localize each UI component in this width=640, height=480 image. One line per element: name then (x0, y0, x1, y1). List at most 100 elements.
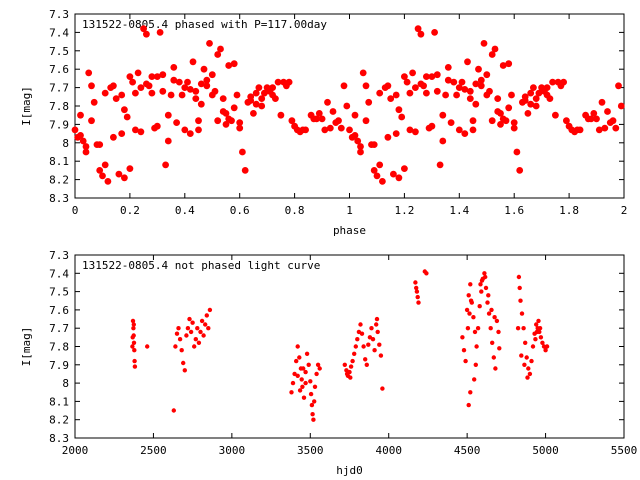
phased-data-point (192, 95, 200, 102)
phased-data-point (431, 29, 438, 36)
phased-data-point (153, 73, 161, 80)
phased-data-point (239, 148, 246, 156)
phased-data-point (466, 87, 474, 95)
phased-data-point (208, 71, 216, 79)
phased-data-point (379, 178, 386, 185)
phased-data-point (153, 122, 161, 130)
unphased-data-point (538, 335, 544, 340)
unphased-data-point (540, 340, 545, 345)
phased-data-point (609, 117, 617, 125)
phased-xtick-label: 1.2 (394, 204, 414, 217)
unphased-data-point (537, 326, 543, 331)
unphased-data-point (489, 307, 494, 313)
unphased-data-point (131, 326, 136, 331)
unphased-data-point (181, 360, 186, 366)
phased-data-point (170, 64, 178, 71)
phased-data-point (401, 73, 408, 80)
phased-data-point (412, 128, 419, 136)
phased-data-point (469, 117, 477, 125)
unphased-data-point (530, 344, 536, 349)
phased-data-point (442, 91, 449, 99)
phased-data-point (488, 117, 496, 125)
phased-data-point (186, 130, 194, 138)
phased-xtick-label: 0.6 (230, 204, 250, 217)
phased-ytick-label: 7.5 (49, 45, 69, 58)
phased-data-point (458, 78, 466, 86)
unphased-data-point (132, 364, 138, 369)
phased-data-point (255, 84, 263, 91)
unphased-data-point (198, 329, 203, 335)
phased-data-point (469, 126, 477, 134)
phased-data-point (178, 91, 186, 99)
unphased-data-point (527, 371, 533, 377)
phased-data-point (252, 89, 260, 97)
unphased-data-point (468, 298, 474, 303)
unphased-ytick-label: 7.6 (49, 304, 69, 317)
phased-data-point (233, 91, 241, 99)
phased-ytick-label: 7.3 (49, 8, 69, 21)
unphased-data-point (497, 346, 502, 351)
phased-xtick-label: 1.4 (449, 204, 469, 217)
phased-data-point (318, 115, 326, 123)
phased-data-point (510, 124, 518, 132)
phased-data-point (373, 172, 381, 180)
phased-data-point (170, 76, 178, 84)
unphased-ytick-label: 7.4 (49, 267, 69, 280)
unphased-data-point (474, 344, 479, 349)
phased-data-point (527, 100, 535, 108)
phased-data-point (346, 126, 353, 134)
unphased-data-point (315, 362, 321, 367)
unphased-data-point (301, 395, 307, 400)
unphased-data-point (488, 326, 493, 331)
phased-y-axis-label: I[mag] (20, 86, 33, 126)
unphased-data-point (494, 318, 500, 324)
unphased-data-point (486, 311, 492, 316)
phased-data-point (516, 167, 524, 174)
unphased-data-point (472, 377, 477, 382)
unphased-data-point (370, 337, 376, 342)
unphased-data-point (424, 271, 429, 276)
unphased-data-point (366, 342, 371, 347)
unphased-data-point (483, 274, 488, 280)
unphased-data-point (526, 366, 531, 371)
phased-data-point (195, 126, 202, 134)
phased-data-point (225, 62, 233, 69)
phased-xtick-label: 0 (72, 204, 79, 217)
phased-data-point (79, 137, 87, 145)
unphased-data-point (377, 342, 382, 347)
phased-data-point (71, 126, 79, 134)
unphased-data-point (171, 408, 176, 413)
phased-data-point (477, 76, 485, 84)
phased-data-point (552, 111, 559, 119)
phased-data-point (132, 89, 139, 97)
unphased-data-point (308, 391, 314, 397)
phased-data-point (433, 87, 441, 95)
unphased-data-point (533, 337, 538, 342)
unphased-data-point (460, 335, 465, 340)
unphased-data-point (308, 379, 313, 384)
phased-data-point (217, 45, 224, 53)
phased-data-point (491, 45, 499, 53)
phased-ytick-label: 8.1 (49, 155, 69, 168)
unphased-data-point (204, 313, 209, 318)
unphased-data-point (485, 300, 490, 305)
unphased-data-point (145, 344, 150, 349)
phased-data-point (121, 106, 128, 114)
phased-data-point (392, 91, 400, 99)
phased-data-point (200, 65, 208, 73)
unphased-xtick-label: 2500 (140, 444, 167, 457)
unphased-data-point (130, 335, 135, 340)
phased-data-point (143, 80, 150, 88)
unphased-plot-frame (74, 254, 625, 439)
phased-data-point (428, 122, 436, 130)
phased-data-point (354, 137, 362, 145)
phased-data-point (159, 87, 167, 95)
phased-x-axis-label: phase (333, 224, 366, 237)
unphased-plot-title: 131522-0805.4 not phased light curve (82, 259, 320, 272)
phased-ytick-label: 8.3 (49, 192, 69, 205)
phased-data-point (593, 115, 600, 123)
unphased-data-point (361, 344, 366, 349)
unphased-xtick-label: 5000 (532, 444, 559, 457)
phased-data-point (315, 110, 323, 117)
